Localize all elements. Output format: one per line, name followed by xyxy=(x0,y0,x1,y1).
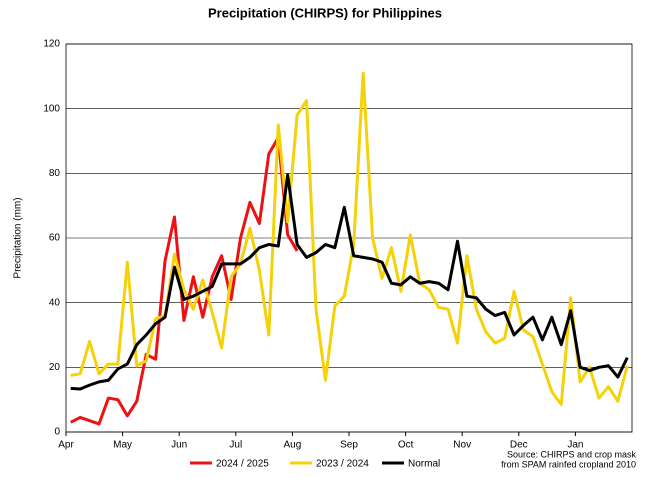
y-axis-label: Precipitation (mm) xyxy=(13,197,24,278)
x-tick-label: Aug xyxy=(284,440,302,451)
series-line xyxy=(70,173,629,391)
x-tick-label: Jul xyxy=(229,440,242,451)
x-tick-label: Jun xyxy=(171,440,187,451)
y-tick-label: 100 xyxy=(43,103,60,114)
legend-label: 2024 / 2025 xyxy=(216,459,269,470)
y-tick-label: 60 xyxy=(49,233,61,244)
x-tick-label: Dec xyxy=(510,440,528,451)
source: from SPAM rainfed cropland 2010 xyxy=(501,459,636,469)
y-tick-label: 40 xyxy=(49,297,61,308)
x-tick-label: May xyxy=(113,440,132,451)
y-tick-label: 20 xyxy=(49,362,61,373)
x-tick-label: Jan xyxy=(567,440,583,451)
chart-title: Precipitation (CHIRPS) for Philippines xyxy=(208,5,442,20)
legend-label: Normal xyxy=(408,459,440,470)
y-tick-label: 0 xyxy=(54,427,60,438)
x-tick-label: Apr xyxy=(58,440,74,451)
source: Source: CHIRPS and crop mask xyxy=(507,449,637,459)
x-tick-label: Sep xyxy=(340,440,358,451)
series-line xyxy=(70,71,629,407)
legend-label: 2023 / 2024 xyxy=(316,459,369,470)
series-line xyxy=(70,136,299,426)
x-tick-label: Nov xyxy=(453,440,471,451)
y-tick-label: 120 xyxy=(43,39,60,50)
x-tick-label: Oct xyxy=(398,440,414,451)
y-tick-label: 80 xyxy=(49,168,61,179)
